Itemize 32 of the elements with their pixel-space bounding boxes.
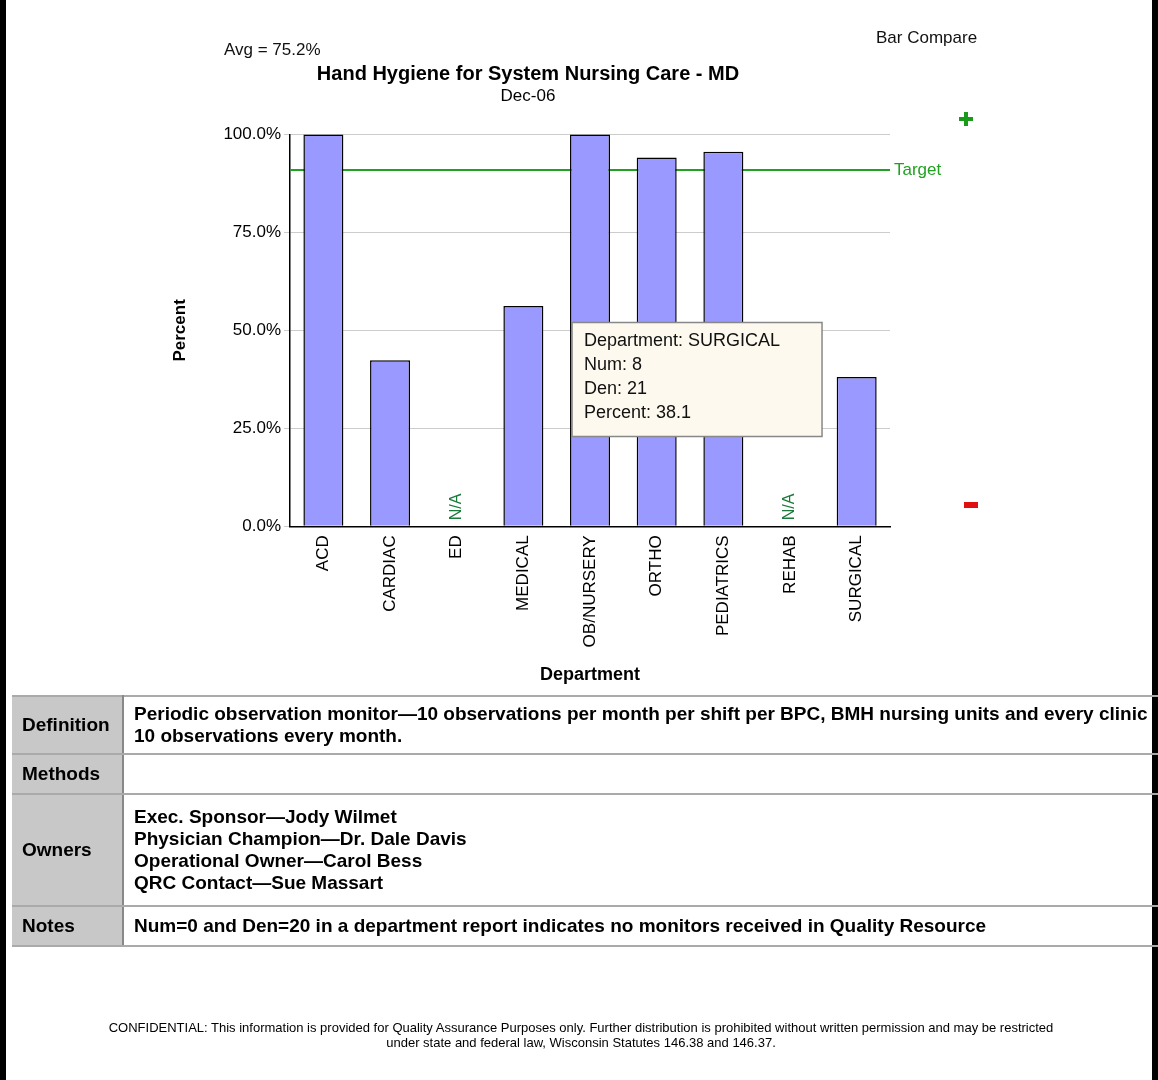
x-tick-label: ACD bbox=[313, 535, 333, 572]
y-axis-title: Percent bbox=[169, 298, 189, 362]
text: CONFIDENTIAL: This information is provided for Quality Assurance Purposes only. Further distribution is prohibited without written permission and may be restricted under state and federal law, Wisconsin Statutes 146.38 and 146.37. bbox=[107, 1020, 1055, 1050]
x-tick-label: ED bbox=[446, 535, 466, 559]
x-tick-label: CARDIAC bbox=[379, 535, 399, 612]
text: Owners bbox=[12, 794, 123, 906]
text: Methods bbox=[12, 754, 123, 794]
text: Definition bbox=[12, 696, 123, 754]
text: Num=0 and Den=20 in a department report indicates no monitors received in Quality Resource bbox=[123, 906, 1158, 946]
x-tick-label: MEDICAL bbox=[513, 535, 533, 611]
x-tick-label: REHAB bbox=[779, 535, 799, 594]
y-tick-label: 100.0% bbox=[223, 124, 282, 144]
chart-title: Hand Hygiene for System Nursing Care - MD bbox=[316, 61, 740, 84]
text: N/A bbox=[780, 493, 798, 521]
x-tick-label: ORTHO bbox=[646, 535, 666, 597]
y-tick-label: 25.0% bbox=[232, 418, 282, 438]
text: Exec. Sponsor—Jody Wilmet Physician Champion—Dr. Dale Davis Operational Owner—Carol Bess QRC Contact—Sue Massart bbox=[123, 794, 1158, 906]
x-tick-label: PEDIATRICS bbox=[713, 535, 733, 637]
chart-subtitle: Dec-06 bbox=[500, 85, 556, 105]
annotation: Department: SURGICAL Num: 8 Den: 21 Percent: 38.1 bbox=[584, 330, 781, 423]
text: Periodic observation monitor—10 observations per month per shift per BPC, BMH nursing units and every clinic 10 observations every month. bbox=[123, 696, 1158, 754]
ref-line-label: Target bbox=[894, 159, 942, 179]
x-tick-label: SURGICAL bbox=[846, 535, 866, 623]
text: N/A bbox=[447, 493, 465, 521]
x-axis-title: Department bbox=[540, 664, 641, 685]
y-tick-label: 0.0% bbox=[242, 515, 282, 535]
text: Avg = 75.2% bbox=[224, 40, 321, 60]
text: Bar Compare bbox=[876, 28, 978, 48]
y-tick-label: 50.0% bbox=[232, 320, 282, 340]
x-tick-label: OB/NURSERY bbox=[579, 535, 599, 648]
y-tick-label: 75.0% bbox=[232, 222, 282, 242]
text: Notes bbox=[12, 906, 123, 946]
